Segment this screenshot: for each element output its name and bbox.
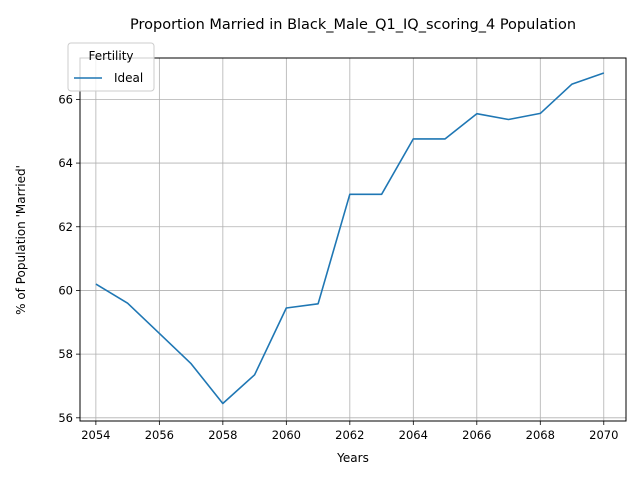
x-tick-label: 2062 — [335, 428, 364, 442]
x-tick-label: 2064 — [399, 428, 428, 442]
legend: Fertility Ideal — [67, 42, 155, 92]
x-tick-label: 2070 — [589, 428, 618, 442]
y-tick-label: 56 — [58, 411, 73, 425]
series-layer — [95, 72, 605, 405]
y-axis-ticks: 56 58 60 62 64 66 — [58, 92, 80, 425]
series-line-ideal — [95, 72, 605, 405]
grid-lines — [80, 58, 626, 421]
y-tick-label: 66 — [58, 92, 73, 106]
y-tick-label: 64 — [58, 156, 73, 170]
y-axis-title: % of Population 'Married' — [14, 165, 28, 315]
plot-area-frame — [79, 57, 627, 422]
legend-label-ideal: Ideal — [114, 71, 143, 85]
y-tick-label: 62 — [58, 220, 73, 234]
y-tick-label: 60 — [58, 283, 73, 297]
chart-title: Proportion Married in Black_Male_Q1_IQ_s… — [130, 17, 576, 33]
x-tick-label: 2054 — [81, 428, 110, 442]
x-tick-label: 2060 — [272, 428, 301, 442]
legend-title: Fertility — [88, 49, 133, 63]
x-axis-title: Years — [336, 451, 369, 465]
x-tick-label: 2066 — [462, 428, 491, 442]
x-tick-label: 2058 — [208, 428, 237, 442]
x-tick-label: 2068 — [526, 428, 555, 442]
y-tick-label: 58 — [58, 347, 73, 361]
x-tick-label: 2056 — [145, 428, 174, 442]
legend-box — [67, 42, 155, 92]
x-axis-ticks: 2054 2056 2058 2060 2062 2064 2066 2068 2070 — [81, 421, 618, 442]
